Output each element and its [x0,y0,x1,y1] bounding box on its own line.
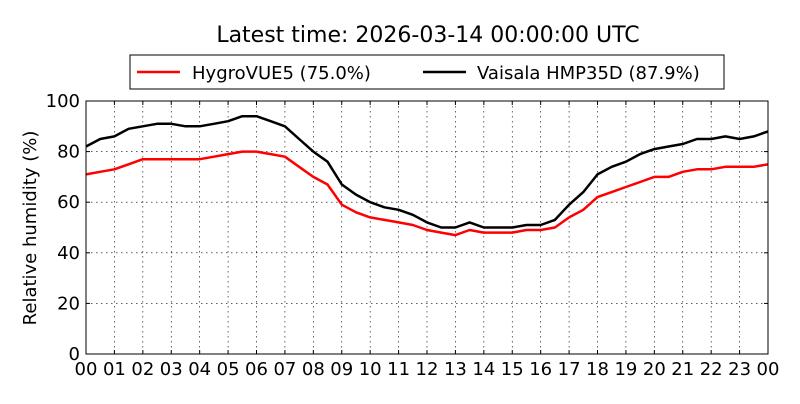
y-tick-label: 60 [57,192,80,213]
ticks: 00 01 02 03 04 05 06 07 08 09 10 11 12 13 14 15 16 17 18 19… [46,91,780,380]
x-tick-label: 15 [501,359,524,380]
x-tick-label: 08 [302,359,325,380]
series-group [85,114,769,237]
legend-label-hygrovue5: HygroVUE5 (75.0%) [192,63,371,84]
legend-label-vaisala: Vaisala HMP35D (87.9%) [477,63,700,84]
x-tick-label: 14 [472,359,495,380]
x-tick-label: 03 [160,359,183,380]
chart-title: Latest time: 2026-03-14 00:00:00 UTC [216,23,639,48]
legend: HygroVUE5 (75.0%) Vaisala HMP35D (87.9%) [129,54,725,90]
x-tick-label: 09 [330,359,353,380]
y-tick-label: 0 [69,344,80,365]
x-tick-label: 05 [217,359,240,380]
x-tick-label: 20 [643,359,666,380]
x-tick-label: 04 [188,359,211,380]
series-line-hygrovue5 [85,150,769,237]
x-tick-label: 13 [444,359,467,380]
x-tick-label: 12 [416,359,439,380]
x-tick-label: 17 [558,359,581,380]
x-tick-label: 10 [359,359,382,380]
x-tick-label: 11 [387,359,410,380]
x-tick-label: 02 [131,359,154,380]
x-tick-label: 00 [757,359,780,380]
x-tick-label: 23 [728,359,751,380]
x-tick-label: 01 [103,359,126,380]
x-tick-label: 18 [586,359,609,380]
x-tick-label: 07 [273,359,296,380]
x-tick-label: 21 [671,359,694,380]
y-tick-label: 100 [46,91,80,112]
grid [86,101,768,354]
x-tick-label: 06 [245,359,268,380]
series-line-vaisala [85,114,769,229]
x-tick-label: 00 [75,359,98,380]
y-tick-label: 80 [57,142,80,163]
y-tick-label: 20 [57,293,80,314]
y-axis-label: Relative humidity (%) [20,131,41,326]
x-tick-label: 22 [700,359,723,380]
x-tick-label: 16 [529,359,552,380]
y-tick-label: 40 [57,243,80,264]
x-tick-label: 19 [614,359,637,380]
